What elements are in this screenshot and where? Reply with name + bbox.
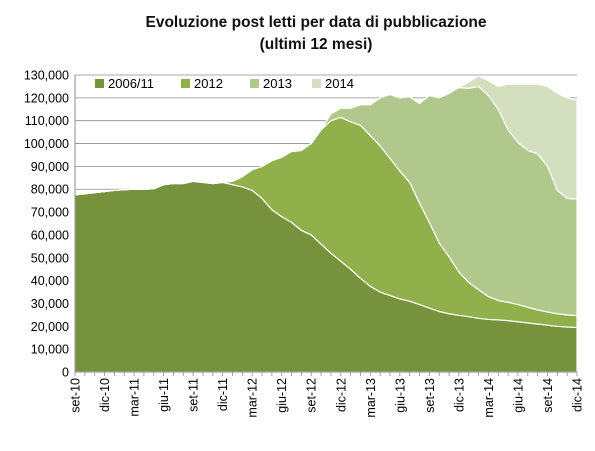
x-tick-label: dic-10	[98, 378, 112, 412]
y-tick-label: 0	[62, 366, 69, 380]
x-tick-label: mar-14	[482, 378, 496, 418]
y-tick-label: 130,000	[24, 69, 69, 83]
x-tick-label: giu-11	[157, 378, 171, 412]
legend-label: 2012	[194, 76, 223, 91]
x-tick-label: dic-12	[334, 378, 348, 412]
x-tick-label: mar-11	[128, 378, 142, 417]
x-tick-label: set-13	[423, 378, 437, 413]
x-tick-label: giu-12	[275, 378, 289, 413]
chart-title: Evoluzione post letti per data di pubbli…	[145, 14, 486, 31]
x-tick-label: set-14	[541, 378, 555, 413]
x-tick-label: set-11	[187, 378, 201, 412]
y-tick-label: 120,000	[24, 91, 69, 105]
legend-label: 2013	[263, 76, 292, 91]
x-tick-label: mar-13	[364, 378, 378, 418]
legend: 2006/11 2012 2013 2014	[95, 76, 354, 91]
legend-swatch	[250, 79, 259, 88]
y-tick-label: 90,000	[31, 160, 69, 174]
legend-swatch	[312, 79, 321, 88]
y-tick-label: 20,000	[31, 320, 69, 334]
legend-label: 2006/11	[108, 76, 154, 91]
x-tick-label: dic-13	[452, 378, 466, 412]
y-tick-label: 30,000	[31, 297, 69, 311]
y-tick-label: 100,000	[24, 137, 69, 151]
x-tick-label: dic-11	[216, 378, 230, 411]
area-series-3	[74, 75, 578, 200]
axes: 0 10,000 20,000 30,000 40,000 50,000 60,000 70,…	[24, 69, 585, 418]
x-tick-label: giu-13	[393, 378, 407, 413]
y-tick-label: 40,000	[31, 274, 69, 288]
y-tick-label: 60,000	[31, 228, 69, 242]
chart-subtitle: (ultimi 12 mesi)	[260, 36, 373, 53]
series-areas	[74, 75, 578, 373]
x-tick-label: set-10	[69, 378, 83, 413]
legend-label: 2014	[325, 76, 354, 91]
x-tick-label: mar-12	[246, 378, 260, 418]
x-tick-label: set-12	[305, 378, 319, 413]
y-tick-label: 80,000	[31, 183, 69, 197]
y-tick-label: 70,000	[31, 206, 69, 220]
legend-swatch	[181, 79, 190, 88]
legend-swatch	[95, 79, 104, 88]
y-tick-label: 50,000	[31, 251, 69, 265]
x-tick-label: giu-14	[511, 378, 525, 413]
y-tick-label: 110,000	[25, 114, 69, 128]
y-tick-label: 10,000	[31, 343, 69, 357]
x-tick-label: dic-14	[571, 378, 585, 412]
